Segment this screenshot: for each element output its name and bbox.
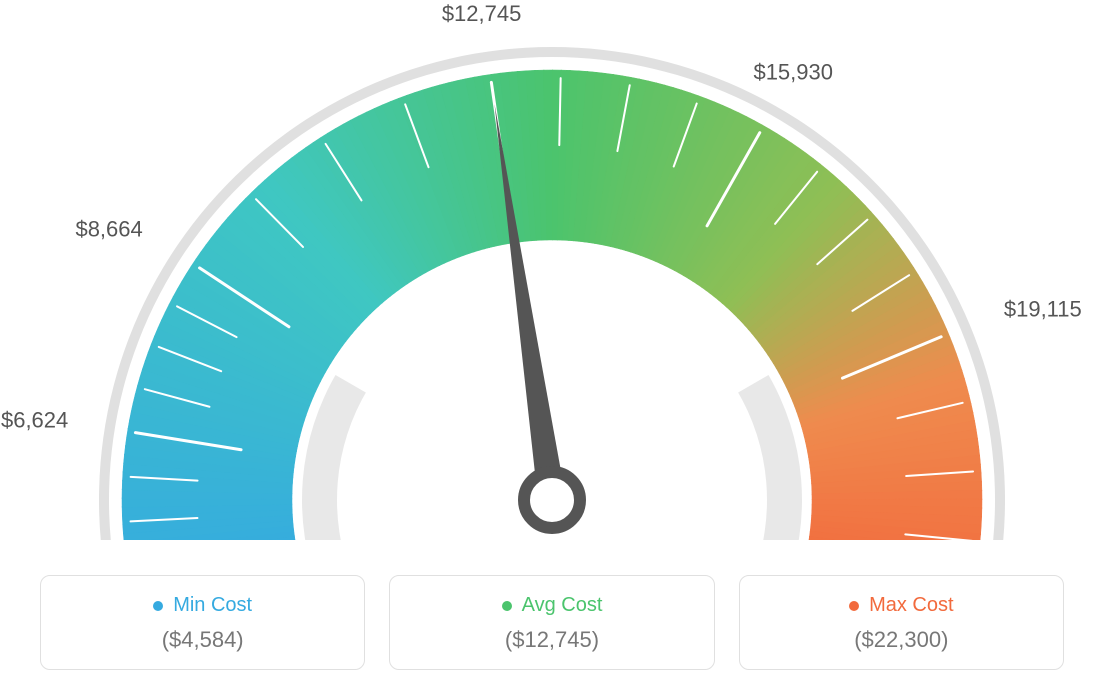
legend-card-avg: Avg Cost ($12,745) — [389, 575, 714, 670]
legend-label: Max Cost — [869, 594, 953, 617]
dot-icon — [153, 601, 163, 611]
legend-title-min: Min Cost — [153, 594, 252, 617]
gauge-hub — [524, 472, 580, 528]
legend-value: ($4,584) — [51, 627, 354, 653]
gauge-tick-label: $8,664 — [75, 216, 142, 241]
gauge-tick-label: $12,745 — [442, 1, 522, 26]
gauge-svg: $4,584$6,624$8,664$12,745$15,930$19,115$… — [0, 0, 1104, 540]
legend-card-max: Max Cost ($22,300) — [739, 575, 1064, 670]
gauge-tick-label: $19,115 — [1004, 296, 1082, 321]
legend-title-avg: Avg Cost — [502, 594, 603, 617]
legend-value: ($12,745) — [400, 627, 703, 653]
gauge-tick-label: $6,624 — [1, 408, 68, 433]
legend-value: ($22,300) — [750, 627, 1053, 653]
dot-icon — [502, 601, 512, 611]
legend-row: Min Cost ($4,584) Avg Cost ($12,745) Max… — [0, 575, 1104, 670]
legend-label: Min Cost — [173, 594, 252, 617]
legend-card-min: Min Cost ($4,584) — [40, 575, 365, 670]
cost-gauge-widget: $4,584$6,624$8,664$12,745$15,930$19,115$… — [0, 0, 1104, 690]
gauge-tick-label: $15,930 — [753, 59, 833, 84]
gauge-area: $4,584$6,624$8,664$12,745$15,930$19,115$… — [0, 0, 1104, 540]
dot-icon — [849, 601, 859, 611]
legend-label: Avg Cost — [522, 594, 603, 617]
legend-title-max: Max Cost — [849, 594, 953, 617]
